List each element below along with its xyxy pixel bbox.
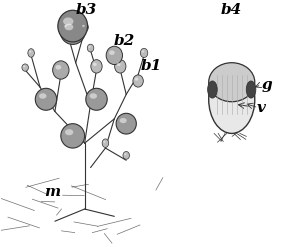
Ellipse shape <box>63 23 70 32</box>
Ellipse shape <box>103 141 106 143</box>
Ellipse shape <box>123 151 130 159</box>
Ellipse shape <box>35 88 57 110</box>
Ellipse shape <box>133 75 143 87</box>
Text: b1: b1 <box>141 59 162 73</box>
Text: m: m <box>44 185 60 199</box>
Ellipse shape <box>29 51 31 53</box>
Ellipse shape <box>86 88 107 110</box>
Text: v: v <box>257 101 266 115</box>
Ellipse shape <box>116 113 136 134</box>
Ellipse shape <box>89 93 97 99</box>
Text: b4: b4 <box>221 3 242 17</box>
Ellipse shape <box>87 44 94 52</box>
Ellipse shape <box>106 46 122 64</box>
Ellipse shape <box>64 25 67 27</box>
Ellipse shape <box>53 61 69 79</box>
Ellipse shape <box>208 81 217 98</box>
Ellipse shape <box>246 81 256 98</box>
Ellipse shape <box>65 129 73 135</box>
Ellipse shape <box>39 93 46 99</box>
Ellipse shape <box>209 65 255 133</box>
Ellipse shape <box>120 118 127 123</box>
Ellipse shape <box>63 17 74 25</box>
Ellipse shape <box>88 46 91 48</box>
Ellipse shape <box>209 63 255 102</box>
Ellipse shape <box>22 64 28 71</box>
Ellipse shape <box>91 60 102 73</box>
Ellipse shape <box>81 23 88 32</box>
Ellipse shape <box>61 124 85 148</box>
Ellipse shape <box>23 65 25 67</box>
Ellipse shape <box>142 50 144 53</box>
Ellipse shape <box>124 153 126 155</box>
Text: g: g <box>262 78 273 92</box>
Ellipse shape <box>82 25 85 27</box>
Ellipse shape <box>58 10 88 42</box>
Ellipse shape <box>93 63 97 66</box>
Ellipse shape <box>115 60 126 73</box>
Ellipse shape <box>102 139 109 147</box>
Ellipse shape <box>64 24 74 30</box>
Ellipse shape <box>109 50 115 55</box>
Text: b2: b2 <box>114 34 135 48</box>
Ellipse shape <box>117 63 121 66</box>
Ellipse shape <box>60 18 85 44</box>
Ellipse shape <box>135 78 138 81</box>
Text: b3: b3 <box>76 3 97 17</box>
Ellipse shape <box>140 48 148 58</box>
Ellipse shape <box>28 49 34 57</box>
Ellipse shape <box>56 65 61 70</box>
